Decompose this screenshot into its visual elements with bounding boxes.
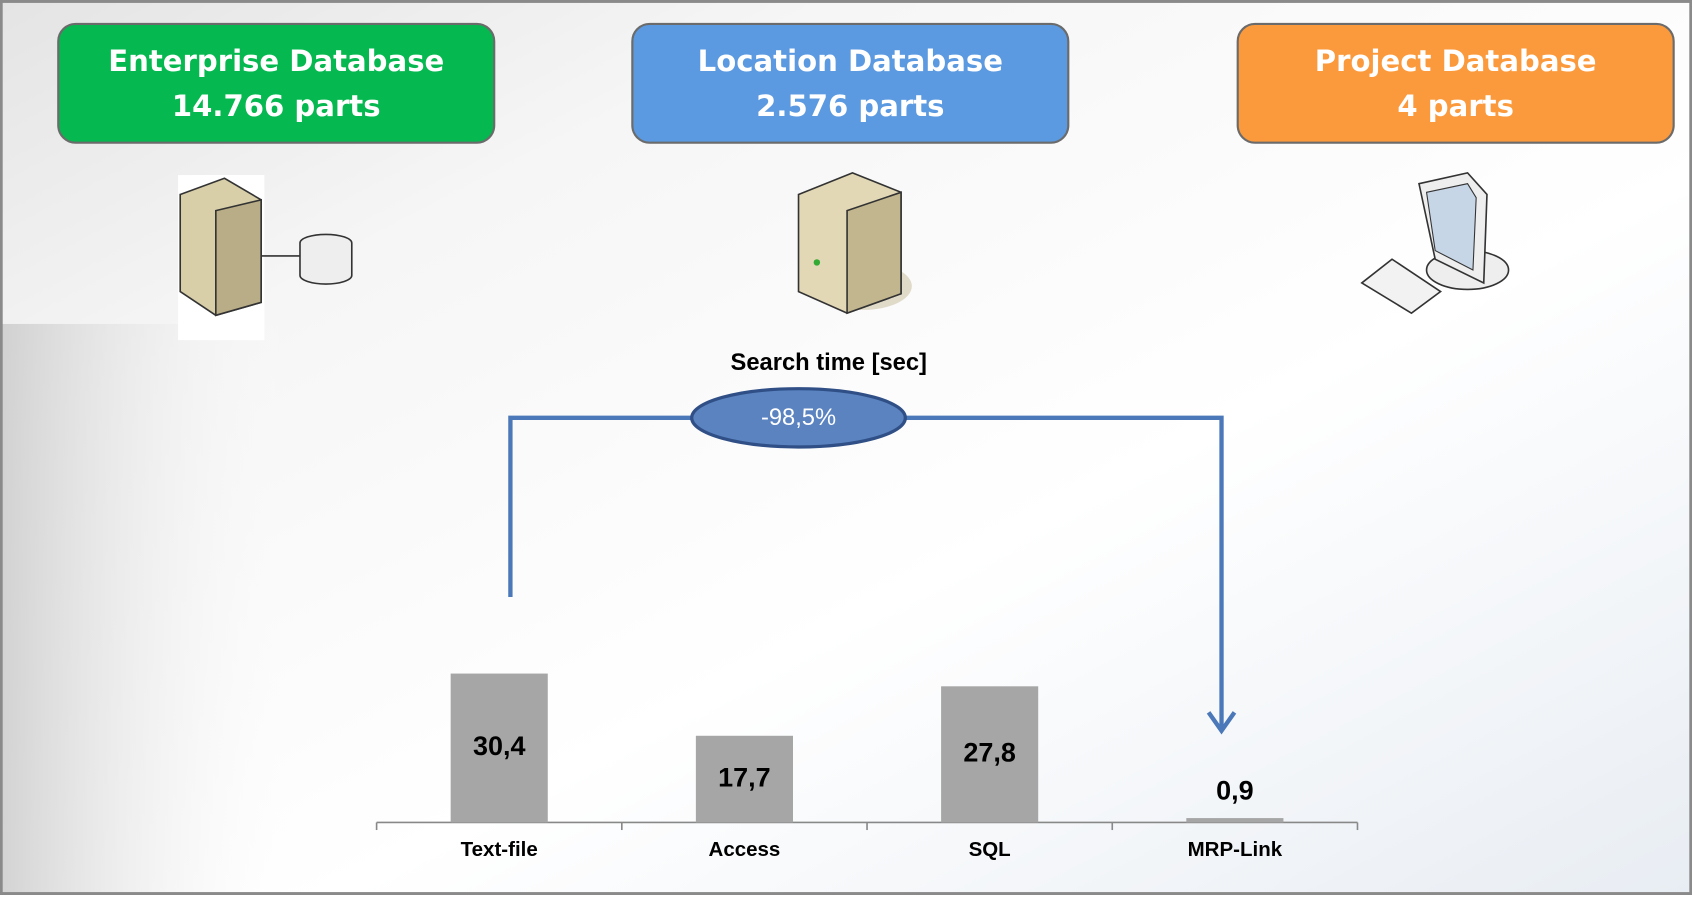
- annotation: -98,5%: [761, 405, 836, 431]
- x-tick-label: MRP-Link: [1188, 838, 1283, 861]
- header-box: [1236, 22, 1675, 144]
- chart-title: Search time [sec]: [731, 350, 927, 376]
- x-tick-label: Text-file: [461, 838, 538, 861]
- arrowhead: [1206, 711, 1237, 735]
- x-tick-label: Access: [709, 838, 781, 861]
- background-shade: [0, 323, 303, 895]
- header-title: Location Database: [698, 44, 1003, 78]
- header-subtitle: 14.766 parts: [172, 89, 381, 123]
- header-subtitle: 4 parts: [1397, 89, 1514, 123]
- server-icon: [178, 175, 353, 341]
- tower-icon: [797, 172, 912, 315]
- workstation-icon: [1360, 171, 1510, 315]
- bar: [450, 673, 548, 823]
- bar: [1186, 818, 1284, 823]
- value-label: 0,9: [1216, 775, 1254, 805]
- value-label: 17,7: [718, 762, 771, 792]
- annotation-ellipse: [690, 387, 907, 449]
- value-label: 30,4: [473, 731, 526, 761]
- header-title: Project Database: [1315, 44, 1597, 78]
- bar: [941, 686, 1039, 823]
- bar: [695, 735, 793, 823]
- value-label: 27,8: [963, 738, 1015, 768]
- header-box: [57, 22, 496, 144]
- header-box: [631, 22, 1070, 144]
- header-subtitle: 2.576 parts: [756, 89, 944, 123]
- header-title: Enterprise Database: [108, 44, 444, 78]
- x-tick-label: SQL: [969, 838, 1011, 861]
